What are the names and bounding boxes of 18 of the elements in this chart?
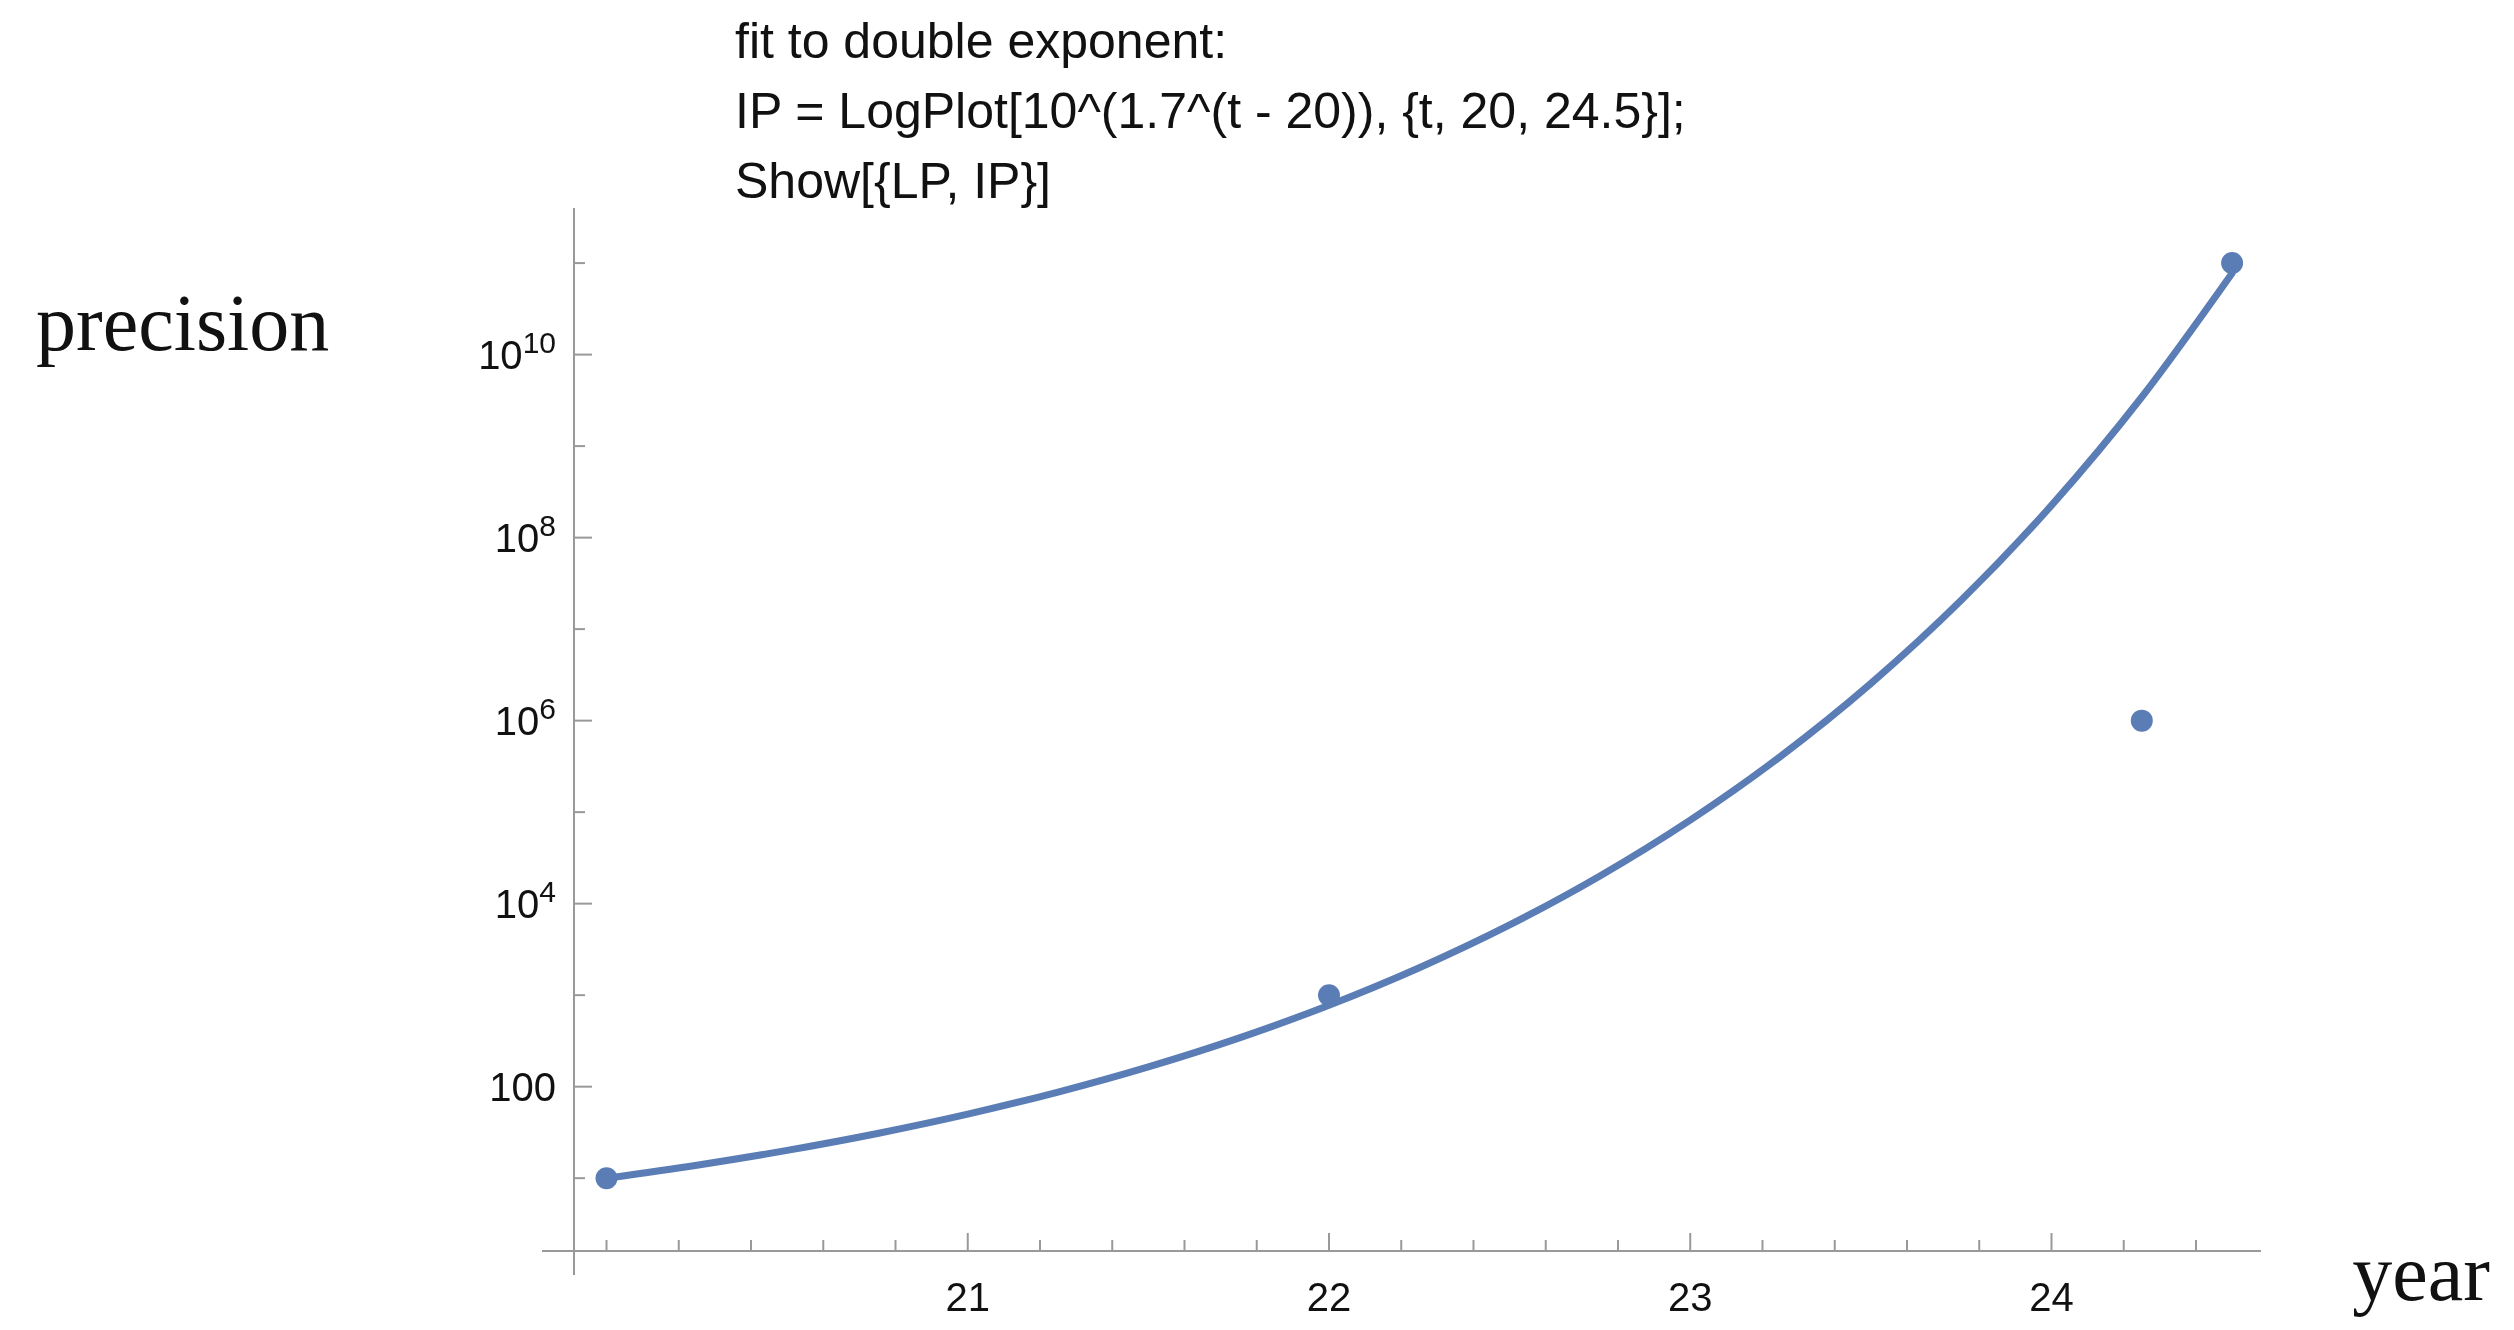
x-tick-label: 24 bbox=[2029, 1275, 2074, 1319]
y-tick-label: 10$^{10}$ bbox=[478, 325, 556, 377]
y-tick-label: 10$^{4}$ bbox=[494, 874, 556, 926]
point bbox=[1318, 984, 1340, 1007]
point bbox=[2221, 252, 2244, 275]
y-axis-title: precision bbox=[36, 279, 330, 367]
text: IP = LogPlot[10^(1.7^(t - 20)), {t, 20, 24.5}]; bbox=[735, 83, 1686, 139]
y-tick-label: 10$^{6}$ bbox=[494, 691, 556, 743]
point bbox=[2130, 709, 2153, 732]
y-tick-label: 100 bbox=[489, 1064, 556, 1109]
point bbox=[595, 1167, 618, 1190]
y-tick-label: 10$^{8}$ bbox=[494, 508, 556, 560]
chart-title: fit to double exponent: bbox=[735, 13, 1228, 69]
x-tick-label: 21 bbox=[945, 1275, 990, 1319]
x-axis-title: year bbox=[2352, 1229, 2490, 1317]
annotation: Show[{LP, IP}] bbox=[735, 153, 1051, 209]
x-tick-label: 23 bbox=[1667, 1275, 1713, 1319]
x-tick-label: 22 bbox=[1306, 1275, 1352, 1319]
